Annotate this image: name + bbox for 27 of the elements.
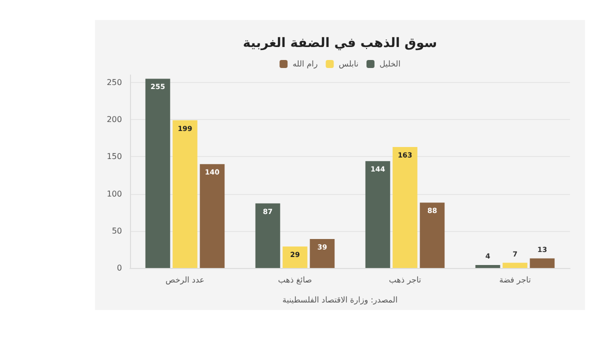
y-tick-label: 100 <box>106 189 122 198</box>
bar <box>255 203 280 268</box>
x-tick-label: تاجر ذهب <box>388 276 422 284</box>
y-tick-label: 250 <box>106 78 122 87</box>
bar <box>392 147 418 268</box>
bar <box>310 239 335 268</box>
chart-title: سوق الذهب في الضفة الغربية <box>242 36 438 51</box>
y-tick-label: 0 <box>116 264 122 272</box>
legend-label: الخليل <box>379 60 400 68</box>
bar <box>475 265 500 268</box>
y-tick-label: 150 <box>106 152 122 162</box>
x-tick-label: تاجر فضة <box>499 276 531 284</box>
bar <box>282 246 308 268</box>
bar <box>200 164 225 268</box>
legend-label: رام الله <box>292 60 318 68</box>
bar <box>145 78 170 268</box>
y-tick-label: 200 <box>106 115 122 124</box>
bar <box>530 258 555 268</box>
text: المصدر: وزارة الاقتصاد الفلسطينية <box>282 296 398 304</box>
legend-label: نابلس <box>338 60 358 68</box>
y-tick-label: 50 <box>112 226 122 236</box>
bar <box>365 161 390 268</box>
bar <box>502 262 528 268</box>
x-tick-label: عدد الرخص <box>166 276 204 284</box>
bar <box>172 120 198 268</box>
bar <box>420 202 445 268</box>
x-tick-label: صائغ ذهب <box>278 276 312 284</box>
